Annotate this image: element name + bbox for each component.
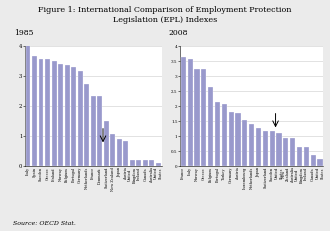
Bar bbox=[242, 120, 248, 166]
Text: Figure 1: International Comparison of Employment Protection
Legislation (EPL) In: Figure 1: International Comparison of Em… bbox=[38, 6, 292, 24]
Bar bbox=[130, 160, 135, 166]
Bar bbox=[117, 139, 122, 166]
Bar bbox=[311, 155, 316, 166]
Bar bbox=[123, 141, 128, 166]
Bar bbox=[317, 158, 322, 166]
Bar bbox=[71, 67, 76, 166]
Bar bbox=[149, 160, 154, 166]
Bar bbox=[110, 134, 115, 166]
Bar bbox=[25, 29, 30, 166]
Bar bbox=[290, 138, 295, 166]
Text: Source: OECD Stat.: Source: OECD Stat. bbox=[13, 221, 76, 226]
Bar bbox=[263, 131, 268, 166]
Bar bbox=[187, 59, 193, 166]
Bar bbox=[143, 160, 148, 166]
Bar bbox=[235, 112, 241, 166]
Bar bbox=[194, 69, 200, 166]
Bar bbox=[222, 104, 227, 166]
Bar bbox=[97, 96, 102, 166]
Bar bbox=[208, 87, 213, 166]
Bar bbox=[65, 65, 70, 166]
Bar bbox=[45, 59, 50, 166]
Bar bbox=[181, 57, 186, 166]
Text: 2008: 2008 bbox=[168, 29, 188, 36]
Text: 1985: 1985 bbox=[14, 29, 33, 36]
Bar bbox=[249, 124, 254, 166]
Bar bbox=[84, 84, 89, 166]
Bar bbox=[304, 147, 309, 166]
Bar bbox=[58, 64, 63, 166]
Bar bbox=[104, 121, 109, 166]
Bar bbox=[201, 69, 206, 166]
Bar bbox=[136, 160, 141, 166]
Bar bbox=[277, 133, 281, 166]
Bar bbox=[156, 163, 161, 166]
Bar bbox=[297, 147, 302, 166]
Bar bbox=[283, 138, 288, 166]
Bar bbox=[52, 61, 56, 166]
Bar bbox=[32, 56, 37, 166]
Bar bbox=[78, 71, 82, 166]
Bar bbox=[256, 128, 261, 166]
Bar bbox=[229, 112, 234, 166]
Bar bbox=[270, 131, 275, 166]
Bar bbox=[91, 96, 96, 166]
Bar bbox=[39, 59, 44, 166]
Bar bbox=[215, 102, 220, 166]
